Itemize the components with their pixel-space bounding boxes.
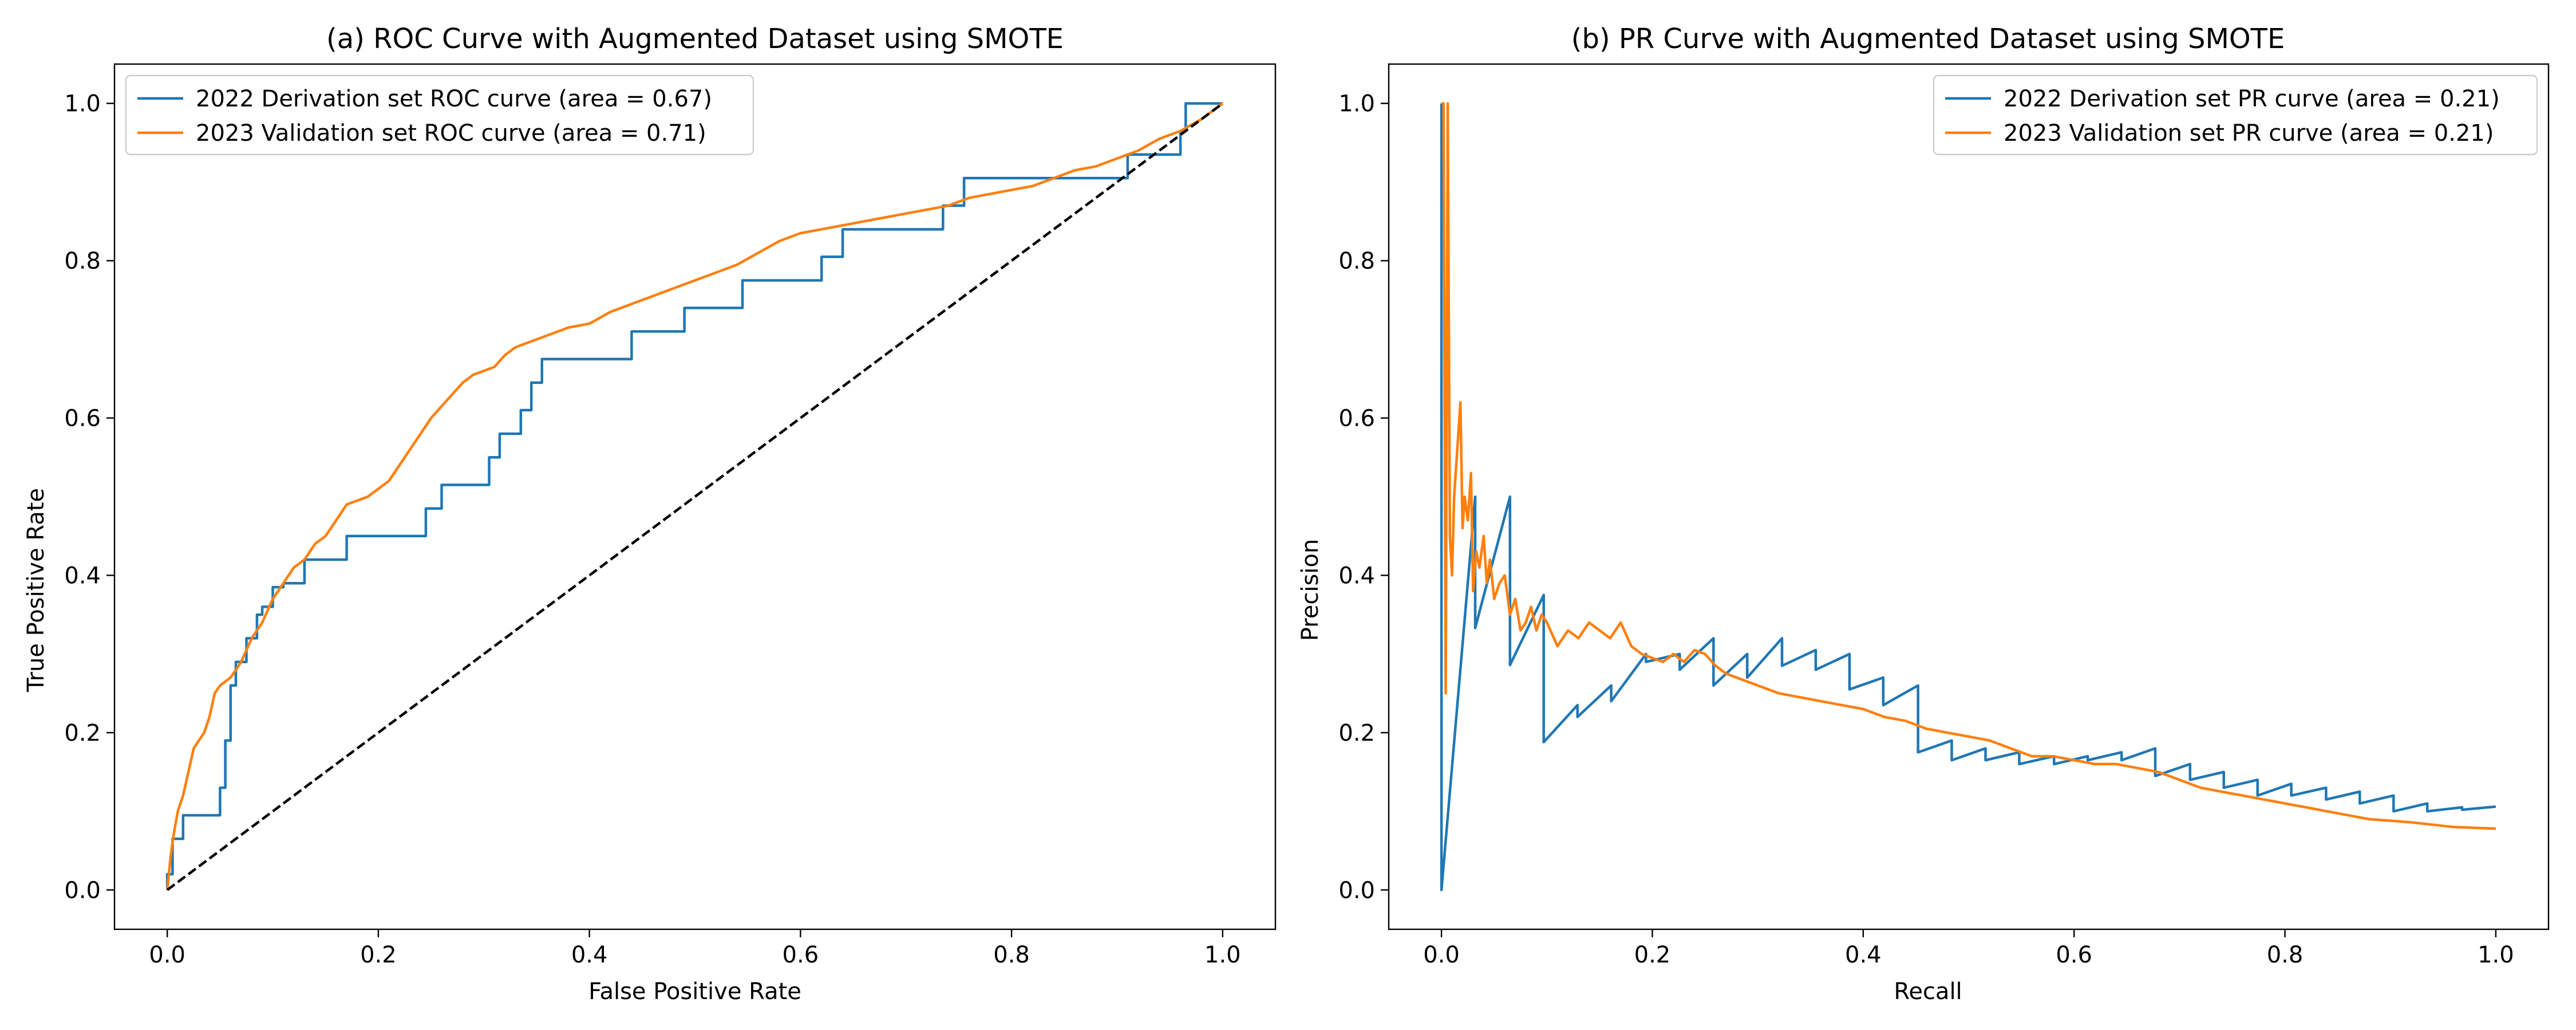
roc-chart-panel: (a) ROC Curve with Augmented Dataset usi… [23, 23, 1277, 1005]
pr-series-2022-derivation-line [1440, 103, 2496, 892]
roc-y-tick-label: 0.8 [64, 248, 101, 275]
pr-y-tick-label: 0.0 [1338, 877, 1375, 904]
roc-x-tick-label: 1.0 [1204, 942, 1241, 968]
pr-axes-frame [1388, 63, 2550, 930]
pr-y-tick-label: 0.2 [1338, 720, 1375, 746]
roc-chance-diagonal-line [166, 102, 1224, 892]
roc-legend-label: 2022 Derivation set ROC curve (area = 0.… [196, 86, 712, 112]
pr-y-tick-label: 0.4 [1338, 562, 1375, 589]
roc-x-tick-label: 0.2 [360, 942, 397, 968]
roc-chart-title: (a) ROC Curve with Augmented Dataset usi… [326, 23, 1064, 55]
pr-x-tick-label: 0.6 [2056, 942, 2092, 968]
roc-y-tick-label: 0.6 [64, 406, 101, 432]
pr-y-tick-label: 0.6 [1338, 406, 1375, 432]
roc-ticks: 0.0 0.2 0.4 0.6 0.8 1.0 0.0 0.2 0.4 0.6 0.8 1.0 [64, 91, 1240, 968]
roc-legend: 2022 Derivation set ROC curve (area = 0.… [125, 74, 754, 156]
roc-series-2023-validation-line [165, 102, 1224, 890]
pr-legend-label: 2023 Validation set PR curve (area = 0.2… [2004, 120, 2494, 146]
roc-y-tick-label: 0.2 [64, 720, 101, 746]
roc-legend-box [125, 74, 754, 156]
roc-x-tick-label: 0.6 [783, 942, 819, 968]
pr-chart-title: (b) PR Curve with Augmented Dataset usin… [1571, 23, 2285, 55]
pr-legend-box [1933, 74, 2538, 156]
roc-y-tick-label: 0.0 [64, 877, 101, 904]
pr-x-tick-label: 0.4 [1845, 942, 1882, 968]
pr-plot-area [1440, 102, 2496, 892]
pr-chart-panel: (b) PR Curve with Augmented Dataset usin… [1297, 23, 2550, 1005]
roc-series-2022-derivation-line [165, 102, 1223, 890]
roc-legend-label: 2023 Validation set ROC curve (area = 0.… [196, 120, 706, 146]
pr-y-axis-label: Precision [1297, 539, 1323, 641]
pr-y-tick-label: 0.8 [1338, 248, 1375, 275]
roc-x-tick-label: 0.4 [571, 942, 608, 968]
pr-legend-label: 2022 Derivation set PR curve (area = 0.2… [2004, 86, 2500, 112]
pr-ticks: 0.0 0.2 0.4 0.6 0.8 1.0 0.0 0.2 0.4 0.6 0.8 1.0 [1338, 91, 2514, 968]
roc-y-tick-label: 1.0 [64, 91, 101, 117]
pr-legend: 2022 Derivation set PR curve (area = 0.2… [1933, 74, 2538, 156]
pr-x-tick-label: 0.2 [1634, 942, 1671, 968]
pr-x-tick-label: 0.0 [1423, 942, 1460, 968]
roc-plot-area [165, 102, 1224, 892]
pr-x-tick-label: 0.8 [2267, 942, 2304, 968]
roc-axes-frame [113, 63, 1277, 930]
roc-x-axis-label: False Positive Rate [588, 978, 801, 1005]
roc-x-tick-label: 0.8 [993, 942, 1030, 968]
pr-x-axis-label: Recall [1894, 978, 1962, 1005]
roc-x-tick-label: 0.0 [149, 942, 185, 968]
pr-series-2023-validation-line [1441, 102, 2496, 830]
pr-y-tick-label: 1.0 [1338, 91, 1375, 117]
roc-y-axis-label: True Positive Rate [23, 488, 49, 692]
pr-x-tick-label: 1.0 [2478, 942, 2514, 968]
roc-y-tick-label: 0.4 [64, 562, 101, 589]
